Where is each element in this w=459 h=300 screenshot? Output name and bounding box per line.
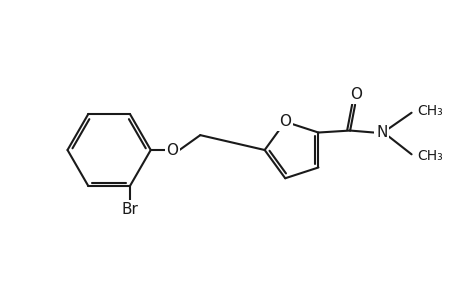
Text: CH₃: CH₃ [417, 149, 442, 163]
Text: O: O [166, 142, 178, 158]
Text: Br: Br [121, 202, 138, 217]
Text: CH₃: CH₃ [417, 104, 442, 118]
Text: O: O [279, 114, 291, 129]
Text: O: O [349, 87, 361, 102]
Text: N: N [375, 125, 386, 140]
